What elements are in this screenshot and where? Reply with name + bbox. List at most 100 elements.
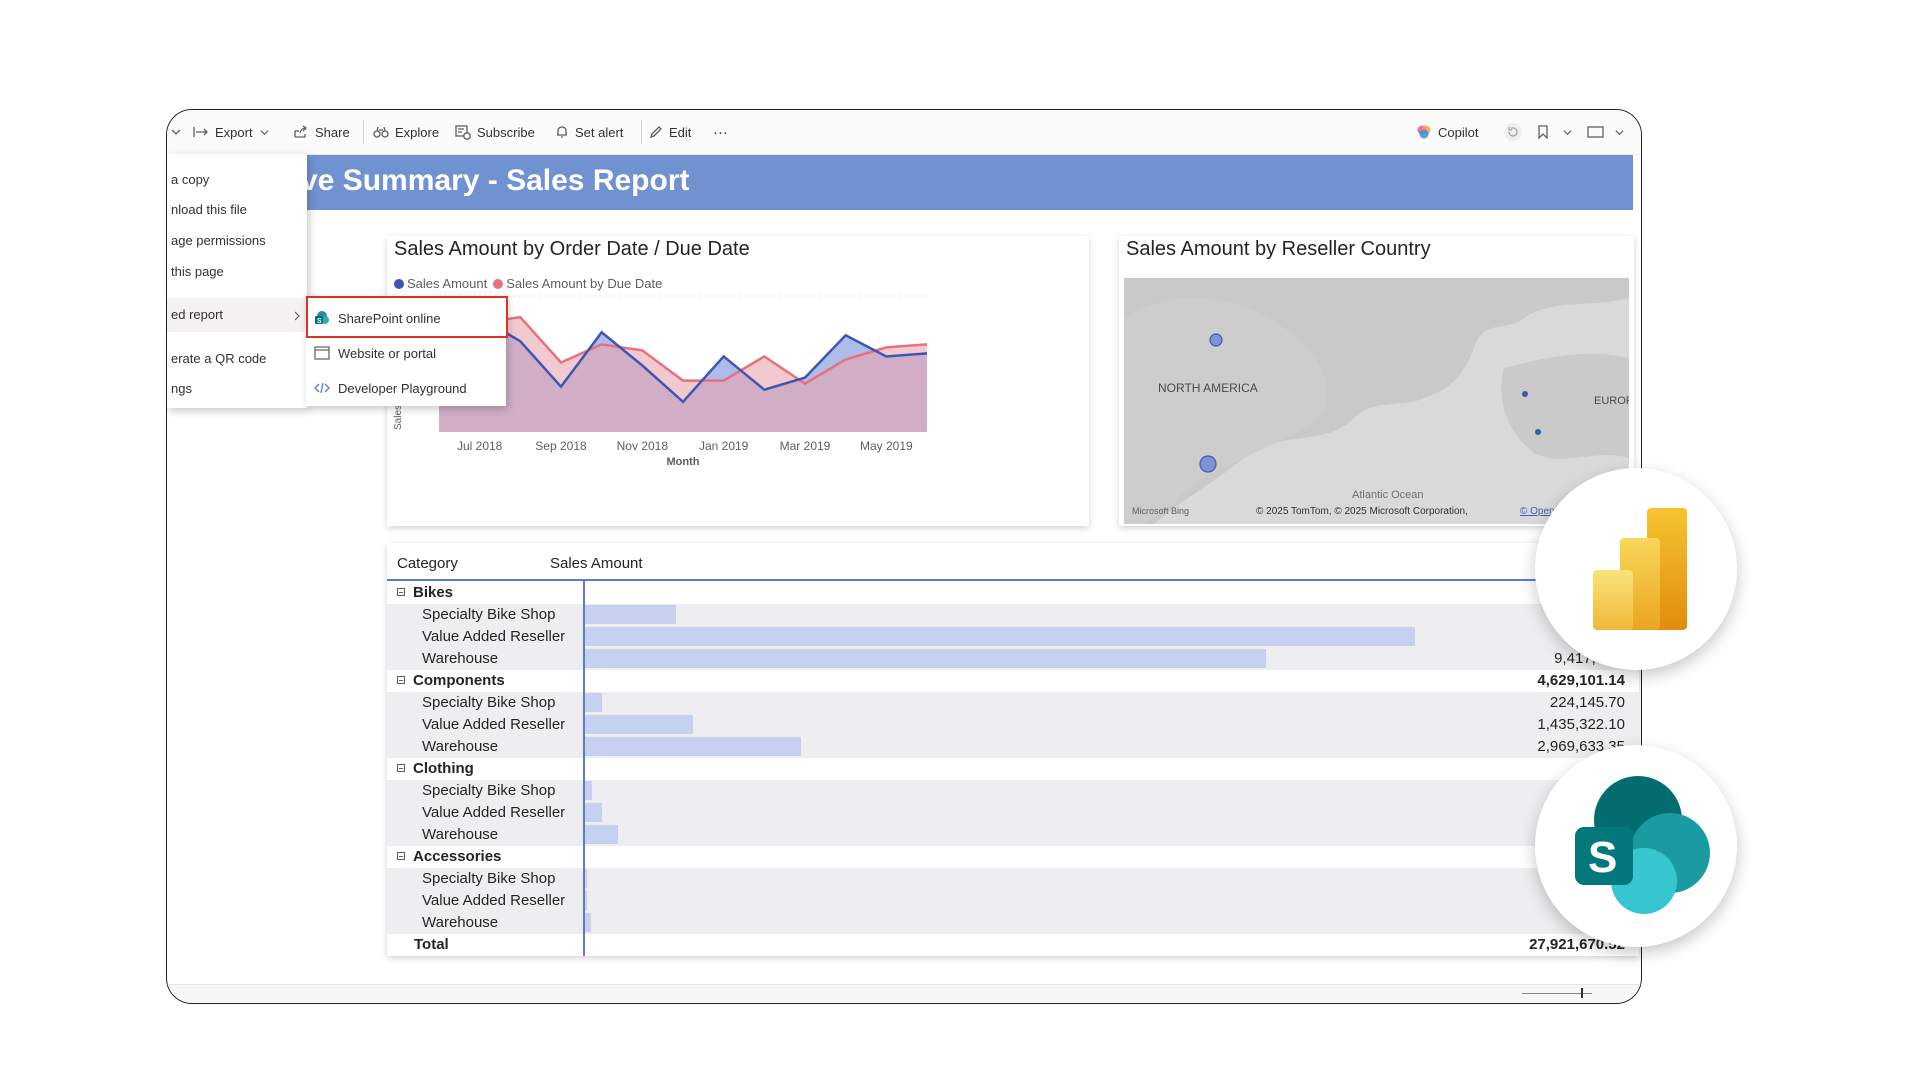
line-sales[interactable] [438, 303, 928, 404]
map-bubble[interactable] [1199, 455, 1217, 473]
table-row[interactable]: Specialty Bike Shop [387, 868, 1639, 890]
menu-item-qr-code[interactable]: erate a QR code [171, 351, 267, 366]
x-tick-label: Sep 2018 [535, 439, 587, 453]
table-row[interactable]: Value Added Reseller11,311, [387, 626, 1639, 648]
submenu-item-website[interactable]: Website or portal [314, 338, 436, 368]
table-row[interactable]: Specialty Bike Shop1,6 [387, 604, 1639, 626]
menu-item-embed-label: ed report [171, 307, 224, 322]
zoom-slider-thumb[interactable] [1581, 988, 1583, 998]
menu-item-settings[interactable]: ngs [171, 381, 192, 396]
bookmark-button[interactable] [1537, 122, 1578, 142]
report-window: Export Share Explore Subscribe Set alert… [166, 109, 1642, 1004]
explore-button[interactable]: Explore [373, 122, 439, 142]
menu-item-download[interactable]: nload this file [171, 202, 247, 217]
export-menu: a copy nload this file age permissions t… [167, 154, 307, 408]
map-label-north-america: NORTH AMERICA [1158, 381, 1258, 395]
row-label: Specialty Bike Shop [422, 870, 556, 887]
map-bubble[interactable] [1209, 333, 1223, 347]
table-row[interactable]: Value Added Reseller2 [387, 802, 1639, 824]
export-button[interactable]: Export [193, 122, 275, 142]
table-row[interactable]: Clothing750,71 [387, 758, 1639, 780]
menu-item-permissions[interactable]: age permissions [171, 233, 266, 248]
submenu-developer-label: Developer Playground [338, 380, 467, 396]
menu-item-embed-report[interactable]: ed report [167, 298, 307, 332]
bookmark-icon [1538, 125, 1548, 139]
submenu-sharepoint-label: SharePoint online [338, 310, 441, 326]
powerbi-logo [1535, 468, 1737, 670]
menu-item-copy[interactable]: a copy [171, 172, 210, 187]
column-header-category[interactable]: Category [397, 555, 458, 572]
collapse-toggle-icon[interactable] [397, 852, 405, 860]
row-label: Accessories [413, 848, 502, 865]
submenu-item-developer-playground[interactable]: Developer Playground [314, 373, 467, 403]
share-icon [294, 125, 308, 138]
subscribe-icon [455, 124, 471, 140]
table-row[interactable]: Warehouse9,417,959. [387, 648, 1639, 670]
column-header-sales-amount[interactable]: Sales Amount [550, 555, 643, 572]
table-row[interactable]: Accessories1. [387, 846, 1639, 868]
x-axis-label: Month [667, 456, 700, 468]
table-row[interactable]: Value Added Reseller4 [387, 890, 1639, 912]
x-tick-label: Nov 2018 [617, 439, 669, 453]
collapse-toggle-icon[interactable] [397, 588, 405, 596]
submenu-item-sharepoint[interactable]: S SharePoint online [314, 303, 441, 333]
export-label: Export [215, 124, 253, 140]
collapse-toggle-icon[interactable] [397, 676, 405, 684]
table-row[interactable]: Bikes22,4 [387, 582, 1639, 604]
copilot-button[interactable]: Copilot [1416, 122, 1478, 142]
collapse-chevron-icon[interactable] [171, 122, 187, 142]
refresh-icon [1504, 123, 1522, 141]
table-row[interactable]: Total 27,921,670.52 [387, 934, 1639, 956]
embed-submenu: S SharePoint online Website or portal De… [306, 296, 506, 406]
more-options-button[interactable]: ··· [713, 122, 728, 142]
legend-dot-sales [394, 278, 404, 289]
chart-legend: Sales Amount Sales Amount by Due Date [394, 276, 662, 291]
row-value: 224,145.70 [1549, 694, 1625, 711]
sharepoint-highlight-box [306, 296, 508, 338]
zoom-slider-track[interactable] [1522, 993, 1592, 994]
subscribe-button[interactable]: Subscribe [455, 122, 535, 142]
data-bar [585, 891, 587, 910]
toolbar-divider [363, 120, 364, 144]
view-icon [1587, 126, 1604, 138]
data-bar [585, 825, 618, 844]
data-bar [585, 803, 602, 822]
header-divider [387, 579, 1639, 581]
menu-item-this-page[interactable]: this page [171, 264, 224, 279]
row-label: Bikes [413, 584, 454, 601]
refresh-button[interactable] [1503, 122, 1529, 142]
table-row[interactable]: Value Added Reseller 1,435,322.10 [387, 714, 1639, 736]
collapse-toggle-icon[interactable] [397, 764, 405, 772]
map-canvas[interactable]: NORTH AMERICA EUROF Atlantic Ocean Micro… [1124, 278, 1629, 524]
share-button[interactable]: Share [293, 122, 350, 142]
table-row[interactable]: Components 4,629,101.14 [387, 670, 1639, 692]
sharepoint-icon: S [1575, 776, 1710, 914]
row-label: Value Added Reseller [422, 804, 566, 821]
edit-button[interactable]: Edit [649, 122, 691, 142]
page-title: ve Summary - Sales Report [301, 164, 690, 197]
copilot-label: Copilot [1438, 124, 1479, 140]
data-bar [585, 913, 591, 932]
line-due[interactable] [438, 309, 928, 386]
row-label: Components [413, 672, 505, 689]
map-bubble[interactable] [1522, 391, 1528, 397]
table-row[interactable]: Warehouse 2,969,633.35 [387, 736, 1639, 758]
x-tick-label: Jan 2019 [699, 439, 749, 453]
powerbi-icon [1593, 508, 1687, 630]
table-row[interactable]: Specialty Bike Shop8 [387, 780, 1639, 802]
export-icon [193, 127, 208, 137]
map-label-ocean: Atlantic Ocean [1352, 489, 1424, 501]
map-card[interactable]: Sales Amount by Reseller Country NORTH A… [1119, 236, 1634, 526]
set-alert-button[interactable]: Set alert [555, 122, 623, 142]
chevron-right-icon [294, 311, 300, 321]
table-row[interactable]: Warehouse [387, 824, 1639, 846]
row-label: Specialty Bike Shop [422, 606, 556, 623]
table-row[interactable]: Warehouse75,6 [387, 912, 1639, 934]
table-row[interactable]: Specialty Bike Shop 224,145.70 [387, 692, 1639, 714]
set-alert-label: Set alert [575, 124, 624, 140]
data-bar [585, 605, 676, 624]
view-button[interactable] [1587, 122, 1630, 142]
edit-label: Edit [669, 124, 692, 140]
map-label-europe: EUROF [1594, 395, 1629, 407]
map-bubble[interactable] [1535, 429, 1541, 435]
